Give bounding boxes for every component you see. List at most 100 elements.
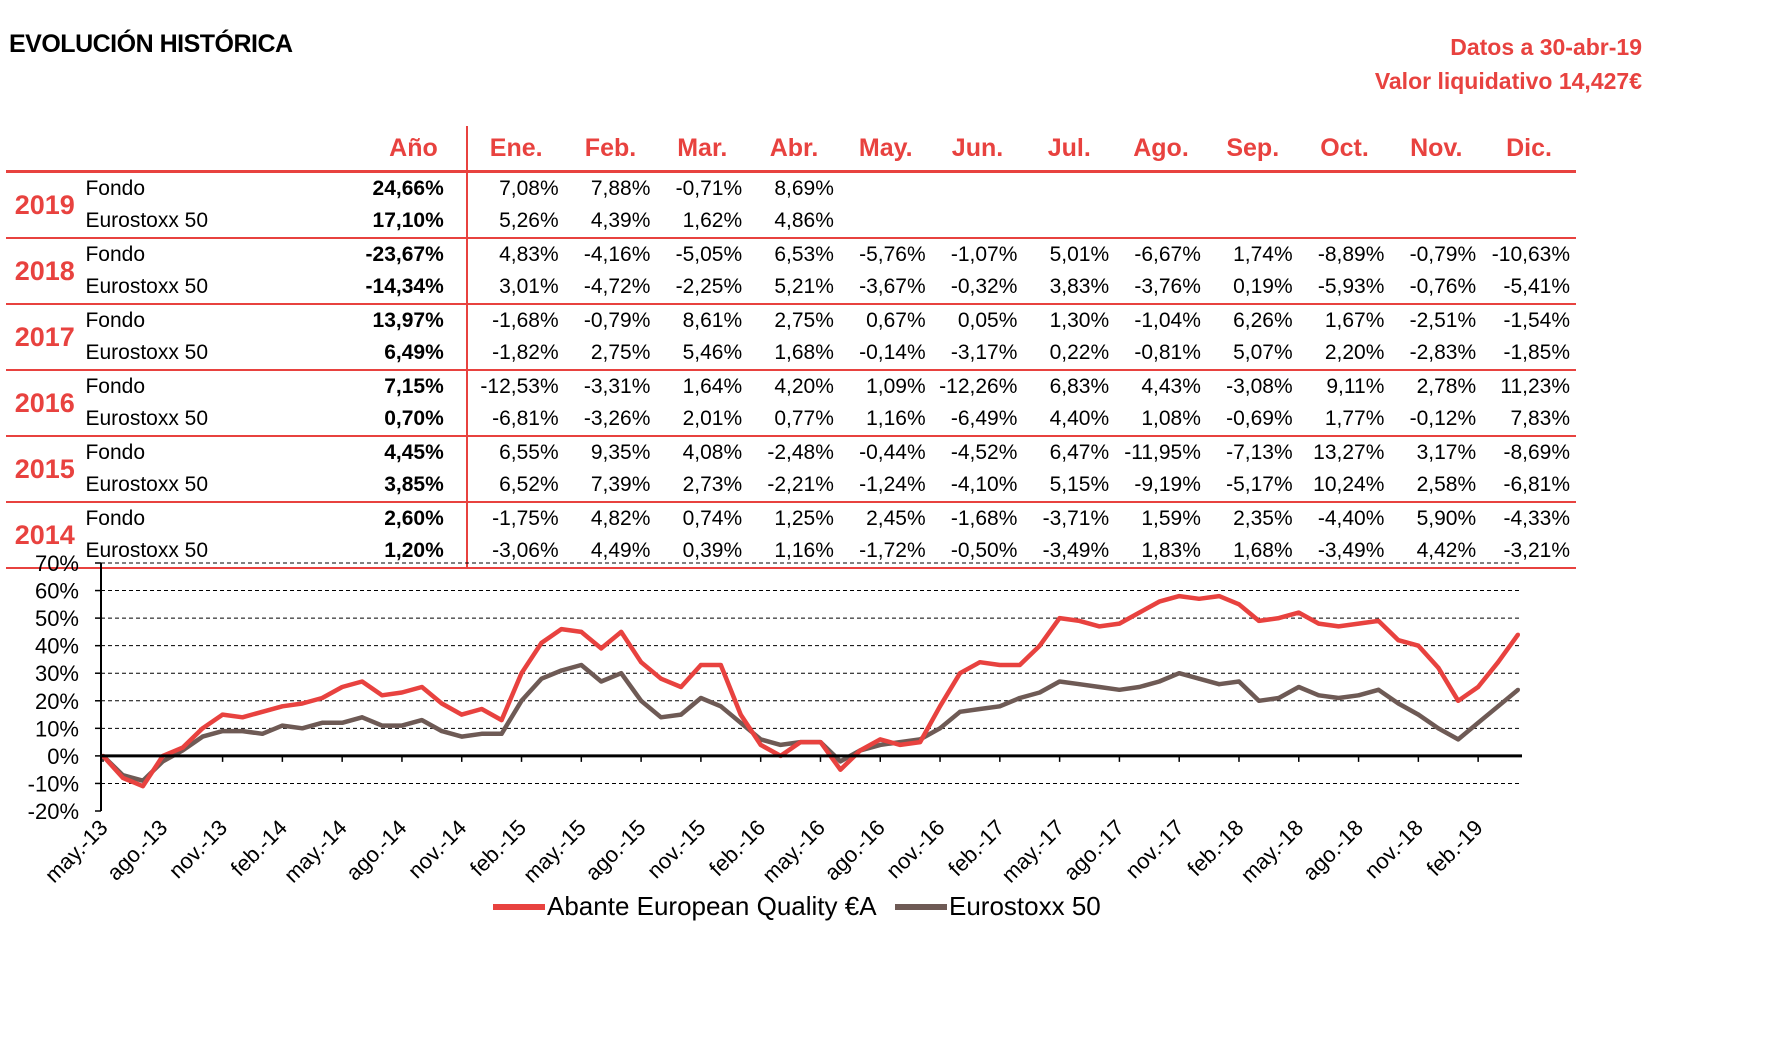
data-point: [718, 662, 723, 667]
y-tick-label: 10%: [35, 716, 79, 741]
annual-return: -14,34%: [365, 275, 444, 298]
monthly-return: [1482, 172, 1576, 206]
header-month: Abr.: [769, 134, 819, 162]
page-title: EVOLUCIÓN HISTÓRICA: [9, 30, 293, 58]
data-point: [1276, 696, 1281, 701]
monthly-return: 6,26%: [1233, 309, 1293, 332]
monthly-return: 4,40%: [1049, 407, 1110, 430]
data-point: [539, 676, 544, 681]
data-point: [439, 729, 444, 734]
table-row: 2015 Fondo 4,45% 6,55% 9,35% 4,08% -2,48% -0,44…: [6, 436, 1576, 484]
monthly-return: 1,09%: [866, 375, 926, 398]
data-point: [1077, 618, 1082, 623]
monthly-return: 0,19%: [1233, 275, 1293, 298]
data-point: [1436, 726, 1441, 731]
monthly-return: -1,07%: [950, 243, 1018, 266]
legend-label: Abante European Quality €A: [547, 891, 877, 921]
data-point: [997, 704, 1002, 709]
data-point: [1336, 624, 1341, 629]
data-point: [918, 740, 923, 745]
year-label: 2018: [14, 256, 75, 286]
data-point: [1436, 665, 1441, 670]
year-group: 2016 Fondo 7,15% -12,53% -3,31% 1,64% 4,20% 1,0…: [6, 370, 1576, 436]
monthly-return: 0,74%: [682, 507, 743, 530]
data-point: [878, 742, 883, 747]
data-point: [479, 707, 484, 712]
monthly-return: 6,83%: [1049, 375, 1110, 398]
data-point: [499, 731, 504, 736]
data-point: [459, 712, 464, 717]
data-point: [559, 627, 564, 632]
data-point: [260, 709, 265, 714]
monthly-return: -0,50%: [950, 539, 1018, 562]
monthly-return: [1207, 172, 1299, 206]
monthly-return: -3,71%: [1042, 507, 1110, 530]
data-point: [340, 685, 345, 689]
monthly-return: [840, 205, 932, 238]
series-line: [101, 662, 1520, 783]
monthly-return: -0,76%: [1409, 275, 1477, 298]
data-point: [220, 712, 225, 717]
data-point: [1256, 618, 1261, 623]
monthly-return: [1390, 205, 1482, 238]
data-point: [1236, 602, 1241, 607]
monthly-return: [1115, 172, 1207, 206]
data-point: [539, 640, 544, 645]
x-tick-label: nov.-17: [1120, 815, 1188, 883]
monthly-return: [932, 205, 1024, 238]
monthly-return: 2,01%: [682, 407, 743, 430]
data-point: [1516, 632, 1520, 637]
data-point: [758, 742, 763, 747]
monthly-return: 0,22%: [1049, 341, 1110, 364]
data-point: [419, 685, 424, 689]
monthly-return: 1,67%: [1324, 309, 1385, 332]
data-point: [280, 723, 285, 728]
data-point: [1516, 687, 1520, 692]
data-point: [1456, 737, 1461, 742]
data-point: [1177, 594, 1182, 599]
data-point: [260, 731, 265, 736]
annual-return: 13,97%: [372, 309, 444, 332]
data-point: [838, 759, 843, 764]
x-tick-label: may.-16: [757, 815, 830, 888]
table-row: 2017 Fondo 13,97% -1,68% -0,79% 8,61% 2,75% 0,6…: [6, 304, 1576, 352]
monthly-return: [932, 172, 1024, 206]
monthly-return: [1207, 205, 1299, 238]
monthly-return: -1,24%: [859, 473, 926, 496]
data-point: [1177, 671, 1182, 676]
monthly-return: -1,72%: [859, 539, 926, 562]
monthly-returns-table: Año Ene. Feb. Mar. Abr. May. Jun. Jul. A…: [6, 126, 1576, 569]
data-point: [1476, 685, 1481, 689]
monthly-return: 0,39%: [682, 539, 743, 562]
y-tick-label: 0%: [47, 744, 79, 769]
data-point: [599, 679, 604, 684]
table-row: Eurostoxx 50 1,20% -3,06% 4,49% 0,39% 1,16% -1…: [6, 535, 1576, 568]
data-point: [1496, 704, 1501, 709]
monthly-return: -3,76%: [1134, 275, 1201, 298]
data-point: [180, 745, 185, 750]
monthly-return: 6,55%: [465, 436, 565, 469]
monthly-return: 1,59%: [1141, 507, 1201, 530]
monthly-return: -4,16%: [583, 243, 651, 266]
header-month: Dic.: [1506, 134, 1552, 162]
chart-axes: [100, 563, 1522, 811]
data-point: [499, 718, 504, 723]
data-point: [200, 734, 205, 739]
x-tick-label: may.-13: [40, 815, 113, 888]
monthly-return: -1,82%: [465, 337, 565, 370]
monthly-return: 7,88%: [590, 177, 651, 200]
monthly-return: 1,30%: [1049, 309, 1110, 332]
monthly-return: 0,77%: [774, 407, 834, 430]
monthly-return: 3,83%: [1049, 275, 1110, 298]
data-point: [1416, 643, 1421, 648]
data-point: [798, 740, 803, 745]
x-tick-label: feb.-19: [1422, 815, 1488, 881]
data-point: [619, 629, 624, 634]
annual-return: 1,20%: [384, 539, 444, 562]
data-point: [1396, 638, 1401, 643]
x-tick-label: ago.-13: [102, 815, 172, 885]
header-month: Jul.: [1047, 134, 1091, 162]
series-label: Eurostoxx 50: [85, 473, 209, 496]
monthly-return: 1,16%: [866, 407, 926, 430]
monthly-return: 2,35%: [1233, 507, 1293, 530]
